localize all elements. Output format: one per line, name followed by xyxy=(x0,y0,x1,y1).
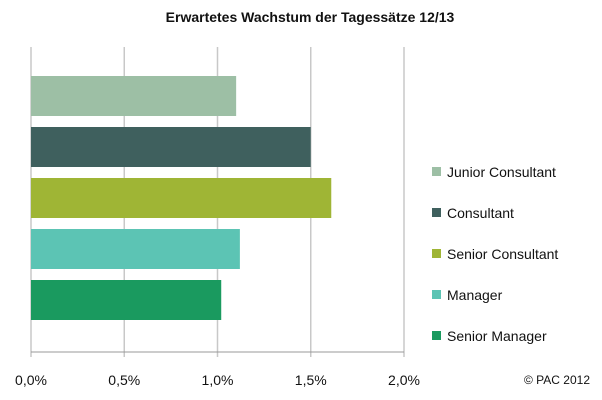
legend-label: Senior Manager xyxy=(447,328,547,344)
bar-senior-manager xyxy=(31,280,222,320)
legend-label: Senior Consultant xyxy=(447,246,558,262)
legend-swatch xyxy=(432,331,441,340)
x-tick-label: 2,0% xyxy=(388,372,420,388)
bar-junior-consultant xyxy=(31,76,237,116)
copyright-label: © PAC 2012 xyxy=(524,373,590,387)
legend-label: Consultant xyxy=(447,205,514,221)
bar-manager xyxy=(31,229,240,269)
legend-swatch xyxy=(432,167,441,176)
legend-label: Manager xyxy=(447,287,503,303)
chart-title: Erwartetes Wachstum der Tagessätze 12/13 xyxy=(166,9,455,25)
legend-swatch xyxy=(432,290,441,299)
bar-consultant xyxy=(31,127,311,167)
x-tick-label: 1,5% xyxy=(295,372,327,388)
legend-swatch xyxy=(432,249,441,258)
x-tick-label: 0,0% xyxy=(15,372,47,388)
legend-swatch xyxy=(432,208,441,217)
x-tick-label: 0,5% xyxy=(108,372,140,388)
legend-label: Junior Consultant xyxy=(447,164,556,180)
x-tick-label: 1,0% xyxy=(202,372,234,388)
bar-senior-consultant xyxy=(31,178,332,218)
